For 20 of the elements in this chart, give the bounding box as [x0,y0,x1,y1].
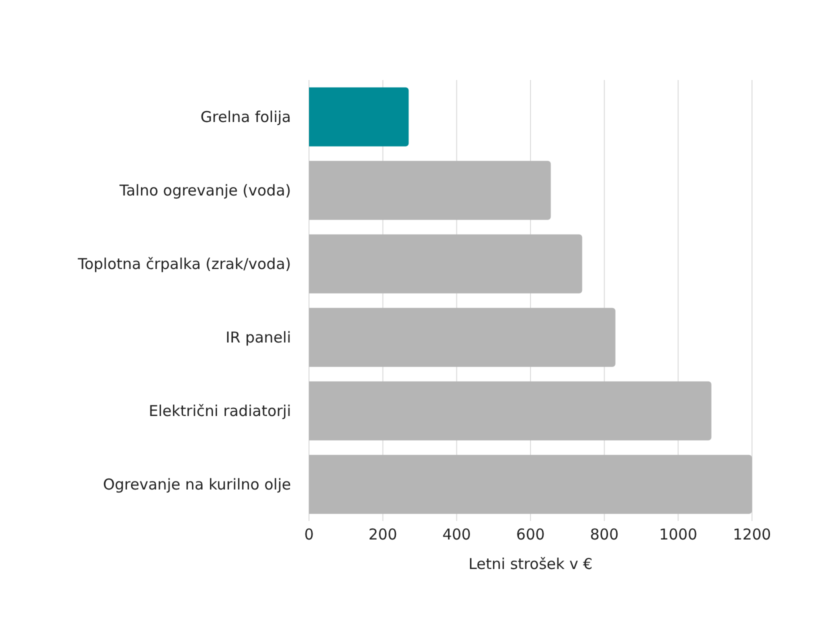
y-tick-label: IR paneli [226,328,291,347]
bar [309,308,616,367]
x-tick-label: 1000 [659,526,698,544]
bar [309,454,752,514]
y-tick-label: Toplotna črpalka (zrak/voda) [76,255,291,274]
y-tick-label: Talno ogrevanje (voda) [118,182,291,200]
bar [309,87,409,146]
x-tick-label: 0 [304,526,314,544]
y-tick-label: Ogrevanje na kurilno olje [102,476,291,494]
x-tick-label: 1200 [732,526,772,544]
y-tick-label: Električni radiatorji [148,402,291,420]
x-axis-title: Letni strošek v € [468,555,593,573]
bar [309,381,712,440]
x-tick-label: 200 [368,526,398,544]
x-tick-label: 800 [590,526,619,544]
y-tick-label: Grelna folija [200,108,291,126]
bar [309,160,551,220]
x-tick-label: 600 [516,526,545,544]
x-tick-label: 400 [442,526,471,544]
bar [309,234,582,294]
